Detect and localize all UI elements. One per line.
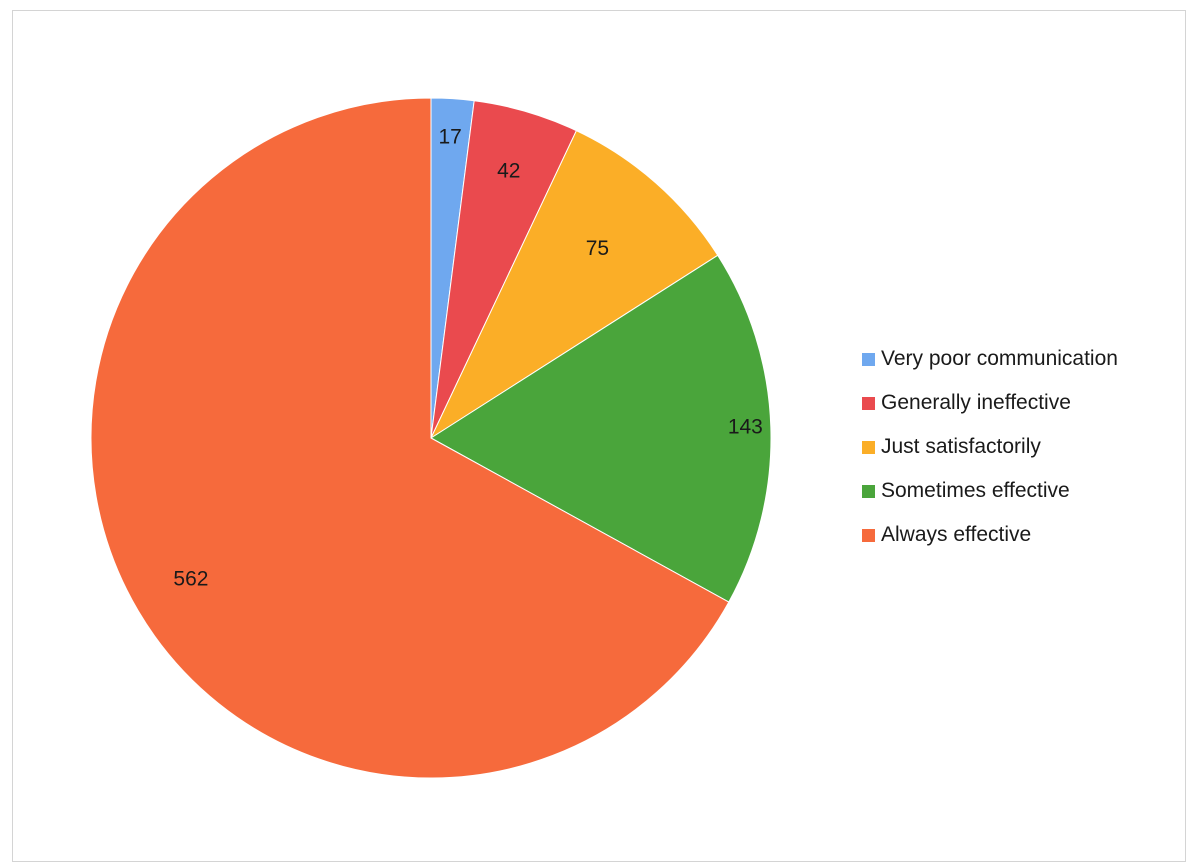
- data-label-generally-ineffective: 42: [497, 160, 520, 183]
- pie-slice-always-effective: [90, 97, 730, 779]
- data-label-always-effective: 562: [173, 567, 208, 590]
- data-label-very-poor: 17: [438, 125, 461, 148]
- legend-label: Sometimes effective: [881, 479, 1070, 502]
- legend-swatch: [862, 528, 875, 542]
- legend-swatch: [862, 396, 875, 410]
- legend-label: Just satisfactorily: [881, 435, 1041, 458]
- legend-label: Always effective: [881, 523, 1032, 546]
- legend-swatch: [862, 484, 875, 498]
- legend-label: Very poor communication: [881, 347, 1118, 370]
- legend: Very poor communication Generally ineffe…: [862, 342, 1118, 552]
- data-label-just-satisfactorily: 75: [586, 237, 609, 260]
- data-label-sometimes-effective: 143: [728, 416, 763, 439]
- pie-slice-just-satisfactorily: [429, 129, 719, 440]
- pie-slice-sometimes-effective: [430, 254, 772, 603]
- legend-swatch: [862, 352, 875, 366]
- pie-data-labels: 17 42 75 143 562: [173, 125, 762, 590]
- legend-item-sometimes-effective: Sometimes effective: [862, 474, 1118, 508]
- legend-label: Generally ineffective: [881, 391, 1071, 414]
- pie-slices: [90, 97, 772, 779]
- legend-item-generally-ineffective: Generally ineffective: [862, 386, 1118, 420]
- legend-item-always-effective: Always effective: [862, 518, 1118, 552]
- legend-item-very-poor: Very poor communication: [862, 342, 1118, 376]
- legend-item-just-satisfactorily: Just satisfactorily: [862, 430, 1118, 464]
- legend-swatch: [862, 440, 875, 454]
